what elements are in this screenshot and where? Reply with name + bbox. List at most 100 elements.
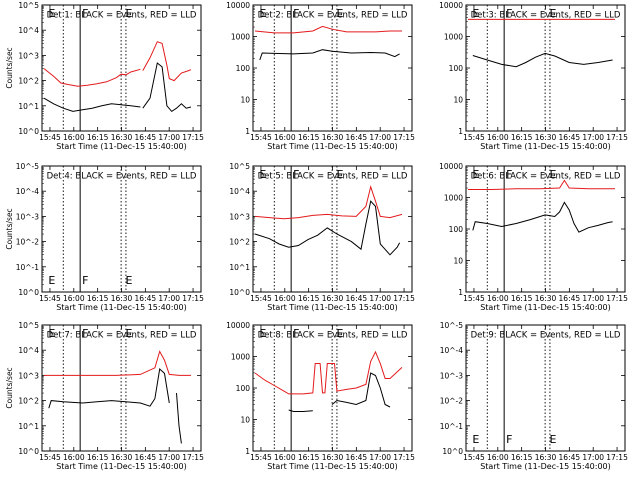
y-tick-label: 10^0: [442, 447, 463, 456]
x-tick-label: 16:15: [511, 453, 533, 462]
y-tick-label: 10^4: [18, 26, 39, 35]
y-tick-label: 10^-1: [16, 263, 40, 272]
marker-label: E: [259, 7, 266, 20]
series-line-events: [472, 201, 613, 233]
x-tick-label: 16:30: [535, 294, 557, 303]
series-line-lld: [468, 179, 615, 190]
marker-label: F: [82, 7, 88, 20]
x-tick-label: 17:00: [582, 453, 604, 462]
chart-title: Det 1: BLACK = Events, RED = LLD: [47, 11, 197, 21]
marker-label: F: [82, 327, 88, 340]
chart-panel-9: Det 9: BLACK = Events, RED = LLD 10^0 10^-…: [440, 321, 628, 471]
x-tick-label: 16:30: [111, 453, 133, 462]
x-tick-label: 15:45: [250, 453, 272, 462]
y-tick-label: 1000: [231, 353, 250, 362]
x-axis-label: Start Time (11-Dec-15 15:40:00): [480, 142, 611, 151]
y-tick-label: 10^2: [18, 397, 39, 406]
y-tick-label: 1000: [444, 194, 463, 203]
x-tick-label: 16:45: [346, 294, 368, 303]
x-tick-label: 16:00: [63, 453, 85, 462]
chart-title: Det 7: BLACK = Events, RED = LLD: [47, 331, 197, 341]
y-tick-label: 10000: [439, 1, 463, 10]
x-tick-label: 16:30: [535, 453, 557, 462]
y-tick-label: 100: [236, 384, 251, 393]
marker-label: E: [550, 433, 557, 446]
y-tick-label: 1000: [231, 33, 250, 42]
y-tick-label: 1: [245, 447, 250, 456]
marker-label: E: [126, 327, 133, 340]
x-tick-label: 16:30: [322, 294, 344, 303]
series-line-lld: [142, 41, 192, 82]
x-axis-label: Start Time (11-Dec-15 15:40:00): [56, 303, 187, 312]
x-tick-label: 16:45: [135, 294, 157, 303]
chart-panel-7: Det 7: BLACK = Events, RED = LLD 10^0 10^1…: [5, 321, 204, 471]
x-tick-label: 17:15: [393, 453, 415, 462]
x-axis-label: Start Time (11-Dec-15 15:40:00): [56, 462, 187, 471]
x-tick-label: 17:15: [182, 133, 204, 142]
chart-panel-3: Det 3: BLACK = Events, RED = LLD 1 10 100 10…: [439, 1, 628, 151]
x-tick-label: 16:45: [559, 133, 581, 142]
x-tick-label: 17:15: [393, 133, 415, 142]
x-tick-label: 16:15: [298, 133, 320, 142]
series-line-events: [331, 372, 391, 408]
y-tick-label: 10^2: [229, 238, 250, 247]
x-tick-label: 16:00: [274, 453, 296, 462]
marker-label: E: [472, 168, 479, 181]
y-tick-label: 100: [449, 225, 464, 234]
x-tick-label: 16:00: [487, 133, 509, 142]
marker-label: F: [293, 168, 299, 181]
y-tick-label: 10^1: [229, 263, 250, 272]
x-tick-label: 16:15: [511, 294, 533, 303]
marker-label: F: [506, 7, 512, 20]
x-tick-label: 17:00: [369, 294, 391, 303]
x-axis-label: Start Time (11-Dec-15 15:40:00): [480, 462, 611, 471]
marker-label: E: [337, 327, 344, 340]
y-tick-label: 10000: [439, 162, 463, 171]
y-tick-label: 10^0: [18, 127, 39, 136]
x-tick-label: 16:30: [111, 294, 133, 303]
y-tick-label: 10^3: [229, 212, 250, 221]
x-tick-label: 16:30: [322, 453, 344, 462]
x-axis-label: Start Time (11-Dec-15 15:40:00): [267, 462, 398, 471]
series-line-lld: [44, 350, 191, 376]
x-tick-label: 16:00: [63, 294, 85, 303]
x-tick-label: 16:15: [87, 294, 109, 303]
x-tick-label: 15:45: [39, 133, 61, 142]
x-tick-label: 16:45: [135, 133, 157, 142]
marker-label: E: [472, 7, 479, 20]
y-tick-label: 10^-4: [440, 346, 464, 355]
x-tick-label: 15:45: [39, 453, 61, 462]
series-line-events: [254, 200, 401, 256]
x-tick-label: 17:00: [158, 294, 180, 303]
x-tick-label: 15:45: [463, 294, 485, 303]
y-axis-label: Counts/sec: [5, 208, 14, 249]
x-axis-label: Start Time (11-Dec-15 15:40:00): [480, 303, 611, 312]
y-tick-label: 10^-4: [16, 187, 40, 196]
x-tick-label: 16:15: [511, 133, 533, 142]
marker-label: E: [550, 168, 557, 181]
x-tick-label: 15:45: [463, 453, 485, 462]
y-tick-label: 10^3: [18, 371, 39, 380]
marker-label: E: [48, 7, 55, 20]
marker-label: F: [82, 274, 88, 287]
series-line-events: [43, 97, 141, 112]
marker-label: E: [550, 7, 557, 20]
y-tick-label: 10: [240, 416, 250, 425]
x-tick-label: 17:00: [369, 133, 391, 142]
chart-title: Det 8: BLACK = Events, RED = LLD: [258, 331, 408, 341]
chart-panel-4: Det 4: BLACK = Events, RED = LLD 10^0 10^-…: [5, 162, 204, 312]
x-tick-label: 15:45: [39, 294, 61, 303]
x-axis-label: Start Time (11-Dec-15 15:40:00): [56, 142, 187, 151]
x-tick-label: 17:00: [158, 453, 180, 462]
series-line-events: [259, 49, 400, 61]
x-tick-label: 17:00: [582, 133, 604, 142]
x-tick-label: 17:15: [606, 294, 628, 303]
marker-label: E: [259, 168, 266, 181]
x-axis-label: Start Time (11-Dec-15 15:40:00): [267, 142, 398, 151]
x-tick-label: 16:15: [87, 453, 109, 462]
y-tick-label: 10000: [226, 1, 250, 10]
series-line-lld: [254, 184, 403, 220]
y-tick-label: 1: [458, 127, 463, 136]
y-tick-label: 10^-3: [16, 212, 40, 221]
